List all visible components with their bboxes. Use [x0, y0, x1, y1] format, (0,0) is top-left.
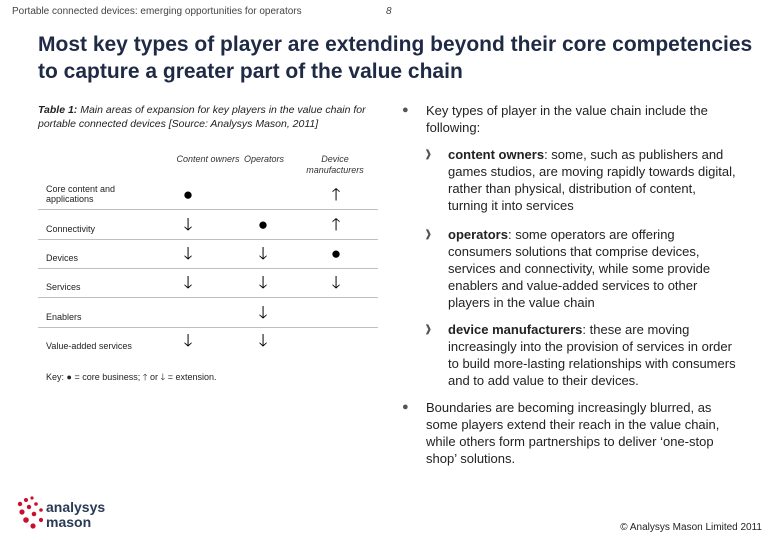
bullet-closing-text: Boundaries are becoming increasingly blu… — [426, 400, 720, 466]
table-row: Devices 🡓 🡓 ● — [38, 241, 378, 269]
sub-bullet-text: : these are moving increasingly into the… — [448, 322, 736, 388]
sub-bullet-arrow-icon: ❱ — [424, 324, 433, 335]
document-header-title: Portable connected devices: emerging opp… — [12, 6, 302, 17]
bullet-intro-text: Key types of player in the value chain i… — [426, 103, 708, 135]
table-cell: 🡑 — [331, 185, 341, 204]
row-label: Value-added services — [46, 341, 132, 351]
row-label: Devices — [46, 253, 79, 263]
logo-line-2: mason — [46, 514, 92, 530]
sub-bullet-text: : some, such as publishers and games stu… — [448, 147, 736, 213]
table-cell: ● — [182, 185, 194, 204]
key-or-text: or — [150, 372, 159, 382]
table-caption-text: Main areas of expansion for key players … — [38, 104, 366, 130]
table-row: Value-added services 🡓 🡓 — [38, 328, 378, 356]
table-key: Key: ● = core business; 🡑 or 🡓 = extensi… — [46, 370, 217, 386]
row-label: Connectivity — [46, 224, 96, 234]
bullet-dot-icon: ● — [402, 104, 409, 116]
table-cell: ● — [257, 215, 269, 234]
table-row: Connectivity 🡓 ● 🡑 — [38, 212, 378, 240]
column-header-content-owners: Content owners — [176, 154, 240, 164]
logo-wordmark: analysys mason — [46, 500, 105, 530]
table-cell: 🡓 — [258, 244, 268, 263]
table-cell: 🡓 — [258, 331, 268, 350]
analysys-mason-logo-icon — [17, 496, 44, 529]
table-row: Enablers 🡓 — [38, 300, 378, 328]
key-core-text: = core business; — [74, 372, 141, 382]
key-prefix: Key: — [46, 372, 65, 382]
key-up-symbol: 🡑 — [142, 372, 148, 382]
logo-line-1: analysys — [46, 499, 106, 515]
slide-title: Most key types of player are extending b… — [38, 33, 753, 83]
key-down-symbol: 🡓 — [160, 372, 166, 382]
bullet-dot-icon: ● — [402, 401, 409, 413]
table-cell: 🡓 — [183, 273, 193, 292]
table-caption-label: Table 1: — [38, 104, 78, 116]
sub-bullet-text: : some operators are offering consumers … — [448, 227, 711, 310]
sub-bullet-arrow-icon: ❱ — [424, 229, 433, 240]
sub-bullet-term: operators — [448, 227, 508, 242]
table-caption: Table 1: Main areas of expansion for key… — [38, 103, 378, 131]
row-label: Services — [46, 282, 81, 292]
page-number: 8 — [386, 6, 392, 17]
table-cell: 🡑 — [331, 215, 341, 234]
sub-bullet-term: content owners — [448, 147, 545, 162]
table-cell: ● — [330, 244, 342, 263]
key-extension-text: = extension. — [167, 372, 217, 382]
table-cell: 🡓 — [183, 215, 193, 234]
table-cell: 🡓 — [183, 244, 193, 263]
column-header-device-manufacturers: Device manufacturers — [306, 154, 364, 175]
copyright-notice: © Analysys Mason Limited 2011 — [620, 522, 762, 533]
sub-bullet-arrow-icon: ❱ — [424, 149, 433, 160]
table-cell: 🡓 — [258, 273, 268, 292]
table-cell: 🡓 — [183, 331, 193, 350]
row-label: Enablers — [46, 312, 82, 322]
table-row: Services 🡓 🡓 🡓 — [38, 270, 378, 298]
table-row: Core content and applications ● 🡑 — [38, 182, 378, 210]
column-header-operators: Operators — [243, 154, 285, 164]
row-label: Core content and applications — [46, 184, 116, 204]
sub-bullet-term: device manufacturers — [448, 322, 583, 337]
table-cell: 🡓 — [258, 303, 268, 322]
table-cell: 🡓 — [331, 273, 341, 292]
key-core-symbol: ● — [66, 372, 72, 382]
